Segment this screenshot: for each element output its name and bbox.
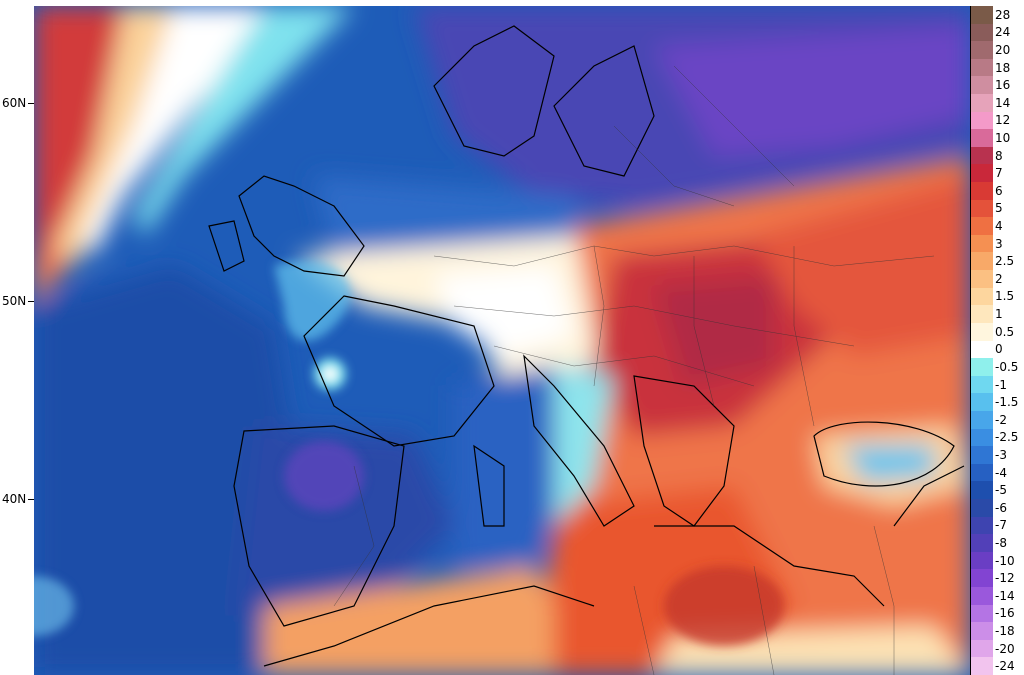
colorbar-label: 7 [995, 166, 1003, 181]
colorbar-cell [971, 199, 993, 218]
colorbar-cell [971, 58, 993, 77]
colorbar-cell [971, 410, 993, 429]
colorbar-cell [971, 41, 993, 60]
colorbar-label: -12 [995, 571, 1015, 586]
anomaly-field [34, 6, 970, 675]
colorbar-cell [971, 322, 993, 341]
colorbar-label: 6 [995, 183, 1003, 198]
colorbar-cell [971, 481, 993, 500]
lat-label-50n: 50N [2, 294, 27, 308]
lat-tick-50n [28, 301, 34, 302]
colorbar-label: -2 [995, 412, 1007, 427]
borders [333, 65, 935, 675]
colorbar-label: 18 [995, 60, 1011, 75]
colorbar-cell [971, 498, 993, 518]
colorbar-label: -2.5 [995, 430, 1019, 445]
colorbar-cell [971, 586, 993, 606]
colorbar-cell [971, 217, 993, 236]
colorbar-label: 4 [995, 219, 1003, 234]
colorbar-label: -14 [995, 588, 1015, 603]
colorbar-cell [971, 252, 993, 271]
colorbar-label: 2 [995, 271, 1003, 286]
colorbar-cell [971, 23, 993, 42]
colorbar-label: -6 [995, 500, 1007, 515]
colorbar-cell [971, 146, 993, 165]
colorbar-label: 1.5 [995, 289, 1015, 304]
colorbar-cell [971, 639, 993, 658]
colorbar-cell [971, 428, 993, 447]
colorbar-label: -5 [995, 483, 1007, 498]
colorbar-label: -18 [995, 623, 1015, 638]
colorbar-label: 2.5 [995, 254, 1015, 269]
colorbar-label: 20 [995, 43, 1011, 57]
colorbar-label: -1 [995, 377, 1007, 392]
colorbar-cell [971, 94, 993, 113]
colorbar-label: -24 [995, 659, 1015, 674]
colorbar-label: -16 [995, 606, 1015, 621]
colorbar-label: -10 [995, 553, 1015, 568]
colorbar-label: 14 [995, 95, 1011, 110]
colorbar-cell [971, 111, 993, 130]
colorbar-cell [971, 182, 993, 201]
colorbar-label: -8 [995, 535, 1007, 550]
colorbar-label: -0.5 [995, 359, 1019, 374]
colorbar-label: -4 [995, 465, 1007, 480]
colorbar-label: 0 [995, 342, 1003, 357]
colorbar-cell [971, 305, 993, 324]
colorbar-cell [971, 534, 993, 553]
colorbar-cell [971, 622, 993, 641]
colorbar-cell [971, 516, 993, 535]
colorbar-cell [971, 657, 993, 675]
map-canvas [34, 6, 970, 675]
colorbar-cell [971, 287, 993, 306]
colorbar-cell [971, 604, 993, 623]
colorbar-label: 24 [995, 25, 1011, 40]
lat-label-60n: 60N [2, 96, 27, 110]
lat-tick-60n [28, 103, 34, 104]
colorbar-label: 5 [995, 201, 1003, 216]
colorbar-label: -1.5 [995, 395, 1019, 410]
colorbar [970, 6, 993, 675]
colorbar-cell [971, 340, 993, 359]
colorbar-cell [971, 76, 993, 95]
colorbar-label: 12 [995, 113, 1011, 128]
colorbar-cell [971, 270, 993, 289]
colorbar-cell [971, 234, 993, 253]
lat-tick-40n [28, 499, 34, 500]
colorbar-cell [971, 164, 993, 183]
anomaly-detail [34, 260, 784, 646]
colorbar-label: 16 [995, 78, 1011, 93]
colorbar-label: -7 [995, 518, 1007, 533]
colorbar-cell [971, 358, 993, 377]
colorbar-label: -20 [995, 641, 1015, 656]
coastlines [208, 25, 965, 667]
colorbar-cell [971, 6, 993, 25]
colorbar-cell [971, 129, 993, 148]
colorbar-cell [971, 569, 993, 588]
anomaly-map [34, 6, 970, 675]
colorbar-cell [971, 375, 993, 394]
colorbar-cell [971, 393, 993, 412]
colorbar-label: 10 [995, 131, 1011, 146]
colorbar-cell [971, 463, 993, 482]
lat-label-40n: 40N [2, 492, 27, 506]
colorbar-cell [971, 551, 993, 570]
colorbar-label: 1 [995, 307, 1003, 322]
colorbar-cell [971, 446, 993, 465]
colorbar-label: 8 [995, 148, 1003, 163]
colorbar-label: 3 [995, 236, 1003, 251]
colorbar-label: 28 [995, 7, 1011, 22]
colorbar-label: -3 [995, 447, 1007, 462]
colorbar-label: 0.5 [995, 324, 1015, 339]
